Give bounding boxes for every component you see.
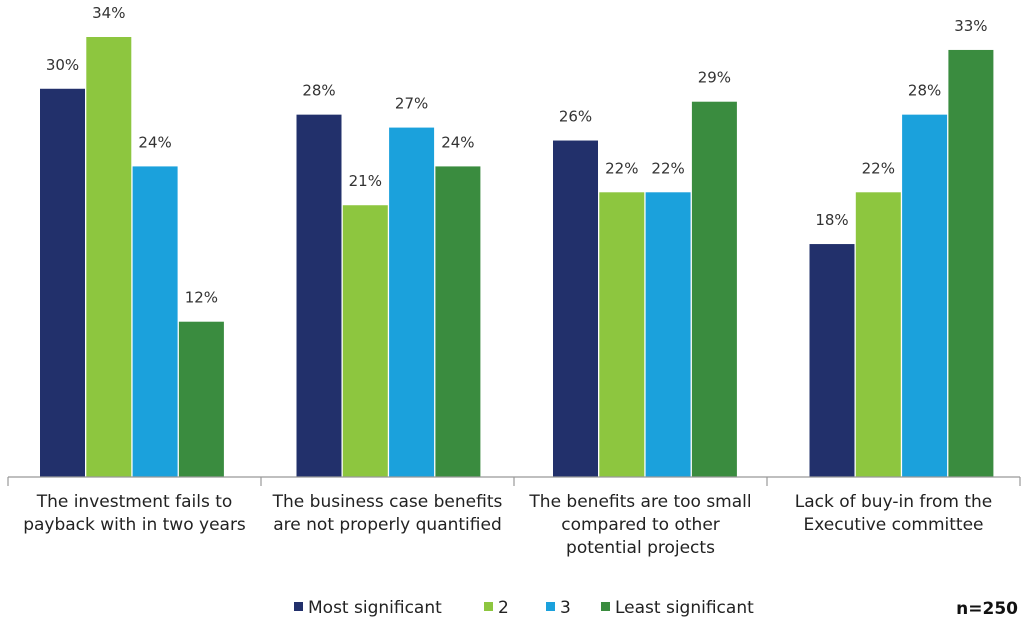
bar (599, 192, 645, 477)
data-label: 28% (302, 82, 335, 100)
legend-label: Least significant (615, 598, 754, 618)
bar (389, 127, 435, 478)
data-label: 22% (862, 159, 895, 177)
legend-swatch (484, 602, 493, 611)
legend-swatch (601, 602, 610, 611)
bar (296, 114, 342, 477)
bar (855, 192, 901, 477)
category-label: The benefits are too small compared to ot… (528, 492, 751, 558)
bars-group (40, 37, 994, 478)
data-label: 24% (138, 133, 171, 151)
bar (902, 114, 948, 477)
category-labels-group: The investment fails to payback with in t… (23, 492, 992, 558)
data-label: 27% (395, 95, 428, 113)
category-label: Lack of buy-in from the Executive committ… (795, 492, 993, 535)
bar (948, 49, 994, 478)
x-axis-ticks (7, 477, 1021, 486)
bar (342, 205, 388, 477)
value-labels-group: 30% 34% 24% 12% 28% 21% 27% 24% 26% 22% 22% 29% 18% 2… (46, 4, 988, 307)
legend-label: Most significant (308, 598, 442, 618)
data-label: 26% (559, 108, 592, 126)
legend-label: 2 (498, 598, 509, 618)
data-label: 22% (651, 159, 684, 177)
category-label: The investment fails to payback with in t… (23, 492, 246, 535)
bar (645, 192, 691, 477)
data-label: 29% (698, 69, 731, 87)
bar (86, 37, 132, 477)
data-label: 22% (605, 159, 638, 177)
legend-label: 3 (560, 598, 571, 618)
bar (809, 244, 855, 477)
data-label: 24% (441, 133, 474, 151)
data-label: 21% (349, 172, 382, 190)
bar (40, 88, 85, 477)
bar (435, 166, 481, 478)
data-label: 33% (954, 17, 987, 35)
data-label: 28% (908, 82, 941, 100)
sample-size-note: n=250 (956, 599, 1018, 619)
data-label: 18% (815, 211, 848, 229)
data-label: 30% (46, 56, 79, 74)
bar (132, 166, 178, 478)
legend-swatch (294, 602, 303, 611)
legend-swatch (546, 602, 555, 611)
legend: Most significant 2 3 Least significant (294, 598, 754, 618)
bar (553, 140, 598, 477)
bar (178, 321, 224, 477)
bar (691, 101, 737, 478)
data-label: 12% (185, 289, 218, 307)
data-label: 34% (92, 4, 125, 22)
category-label: The business case benefits are not proper… (272, 492, 503, 535)
